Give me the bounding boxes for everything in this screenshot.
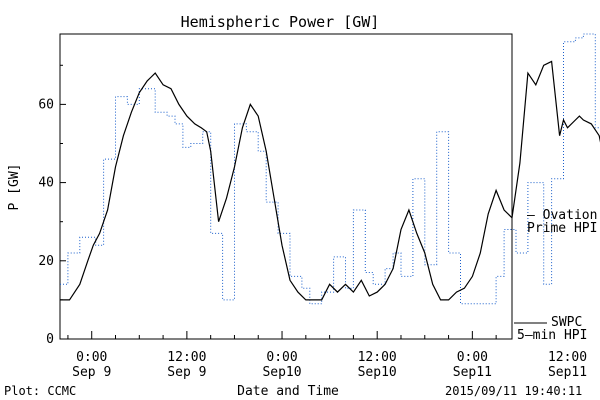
x-tick-label-date: Sep11 [548,365,587,380]
footer-plot-source: Plot: CCMC [4,384,76,398]
legend-swpc-line2: 5–min HPI [517,328,587,343]
ovation-prime-series [60,33,600,305]
x-tick-label-date: Sep10 [262,365,301,380]
legend-swpc-line1: SWPC [551,315,582,330]
swpc-series [60,60,600,301]
y-tick-label: 40 [38,176,54,191]
x-tick-label-time: 0:00 [266,350,297,365]
x-tick-label-date: Sep10 [358,365,397,380]
x-tick-label-time: 12:00 [167,350,206,365]
y-tick-label: 0 [46,332,54,347]
x-tick-label-time: 12:00 [548,350,587,365]
legend-ovation-line1: – Ovation [527,208,597,223]
y-axis-ticks: 0 20 40 60 [38,64,66,347]
x-tick-label-time: 0:00 [457,350,488,365]
x-tick-label-date: Sep11 [453,365,492,380]
x-tick-label-date: Sep 9 [167,365,206,380]
y-axis-label: P [GW] [7,164,22,211]
plot-frame [59,33,513,340]
y-tick-label: 60 [38,97,54,112]
x-tick-label-time: 12:00 [358,350,397,365]
footer-timestamp: 2015/09/11 19:40:11 [445,384,582,398]
y-tick-label: 20 [38,254,54,269]
x-tick-label-time: 0:00 [76,350,107,365]
x-tick-label-date: Sep 9 [72,365,111,380]
x-axis-label: Date and Time [237,384,339,399]
legend-ovation-line2: Prime HPI [527,221,597,236]
chart-title: Hemispheric Power [GW] [181,13,380,31]
